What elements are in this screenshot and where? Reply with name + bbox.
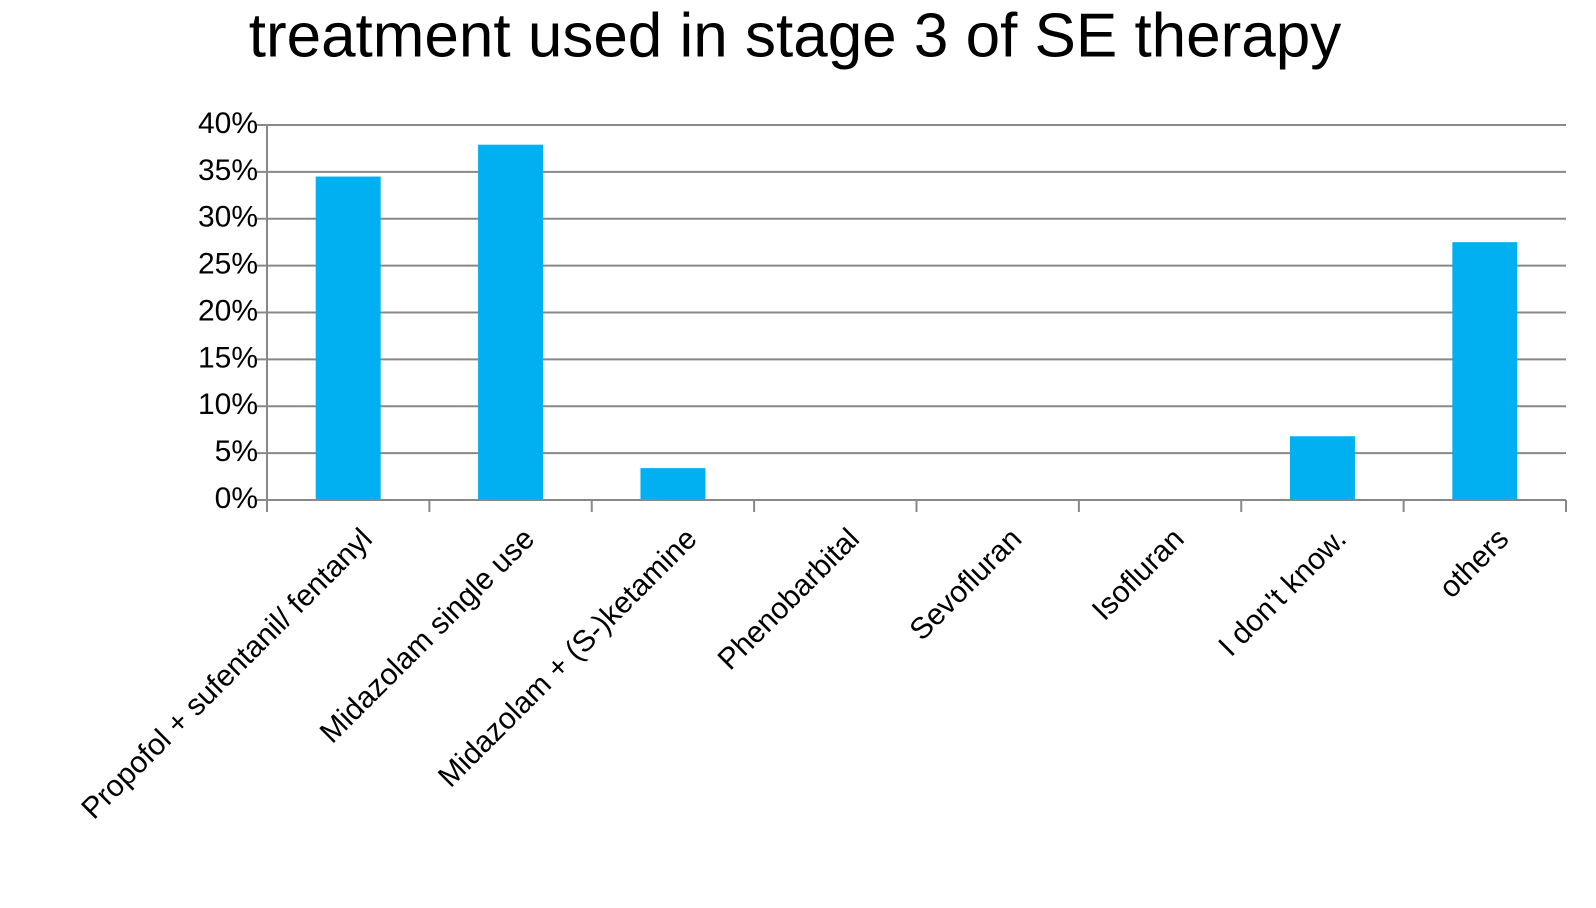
x-tick-label: Isofluran: [1086, 522, 1191, 627]
y-tick-label: 5%: [215, 435, 258, 468]
bar: [1452, 242, 1518, 500]
y-tick-label: 0%: [215, 482, 258, 515]
y-tick-label: 35%: [198, 154, 258, 187]
x-tick-label: Midazolam + (S-)ketamine: [432, 522, 703, 793]
x-tick-label: Phenobarbital: [712, 522, 866, 676]
y-tick-label: 25%: [198, 248, 258, 281]
x-tick-label: Sevofluran: [903, 522, 1028, 647]
x-tick-label: Propofol + sufentanil/ fentanyl: [75, 522, 378, 825]
chart-title: treatment used in stage 3 of SE therapy: [249, 1, 1342, 70]
bar: [478, 144, 544, 500]
y-tick-label: 10%: [198, 388, 258, 421]
x-tick-label: I don't know.: [1212, 522, 1353, 663]
y-tick-label: 40%: [198, 107, 258, 140]
x-tick-label: others: [1433, 522, 1515, 604]
bar: [1289, 436, 1355, 500]
y-tick-label: 15%: [198, 341, 258, 374]
bar: [640, 468, 706, 500]
y-tick-label: 20%: [198, 294, 258, 327]
bar: [315, 176, 381, 500]
y-tick-label: 30%: [198, 201, 258, 234]
